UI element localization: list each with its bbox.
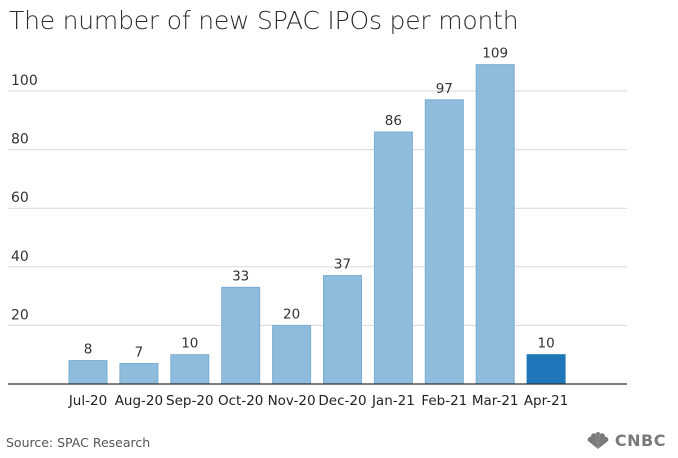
bar-chart: 20 40 60 80 100 8 7 10 33 20 37 86 97 109 10 Jul-20 Au… — [8, 46, 627, 409]
y-tick-label: 20 — [11, 307, 29, 323]
source-note: Source: SPAC Research — [6, 435, 151, 450]
bar-feb-21 — [424, 99, 464, 385]
bar-oct-20 — [221, 286, 261, 385]
bar-jul-20 — [68, 360, 108, 385]
bar-aug-20 — [119, 362, 159, 385]
bar-nov-20 — [272, 324, 312, 385]
x-tick-label: Aug-20 — [115, 393, 163, 409]
peacock-icon — [587, 431, 609, 449]
chart-title: The number of new SPAC IPOs per month — [9, 6, 519, 35]
y-tick-label: 60 — [11, 190, 29, 206]
bar-mar-21 — [475, 64, 515, 385]
x-tick-label: Jul-20 — [68, 393, 107, 409]
data-label: 86 — [385, 113, 402, 129]
x-tick-label: Dec-20 — [318, 393, 366, 409]
bar-dec-20 — [323, 275, 362, 385]
x-tick-label: Sep-20 — [166, 393, 214, 409]
gridlines: 20 40 60 80 100 — [8, 73, 627, 326]
data-label: 109 — [482, 46, 508, 62]
x-tick-label: Oct-20 — [218, 393, 263, 409]
data-label: 10 — [181, 336, 198, 352]
data-label: 33 — [232, 268, 249, 284]
x-tick-label: Jan-21 — [371, 393, 415, 409]
cnbc-logo: CNBC — [585, 431, 666, 450]
y-tick-label: 40 — [11, 249, 29, 265]
bar-apr-21 — [526, 354, 566, 385]
data-label: 10 — [538, 336, 555, 352]
logo-text: CNBC — [614, 431, 666, 450]
x-tick-label: Feb-21 — [421, 393, 467, 409]
y-tick-label: 100 — [11, 73, 38, 89]
x-tick-label: Mar-21 — [472, 393, 519, 409]
data-label: 37 — [334, 257, 351, 273]
data-label: 7 — [135, 344, 144, 360]
bar-sep-20 — [170, 354, 210, 385]
x-tick-label: Apr-21 — [524, 393, 569, 409]
x-axis: Jul-20 Aug-20 Sep-20 Oct-20 Nov-20 Dec-20 Jan-… — [8, 383, 627, 409]
data-label: 20 — [283, 306, 300, 322]
bar-jan-21 — [373, 131, 413, 385]
data-label: 8 — [84, 342, 93, 358]
data-label: 97 — [436, 81, 453, 97]
x-tick-label: Nov-20 — [268, 393, 316, 409]
bars: 8 7 10 33 20 37 86 97 109 10 — [68, 46, 566, 385]
y-tick-label: 80 — [11, 132, 29, 148]
